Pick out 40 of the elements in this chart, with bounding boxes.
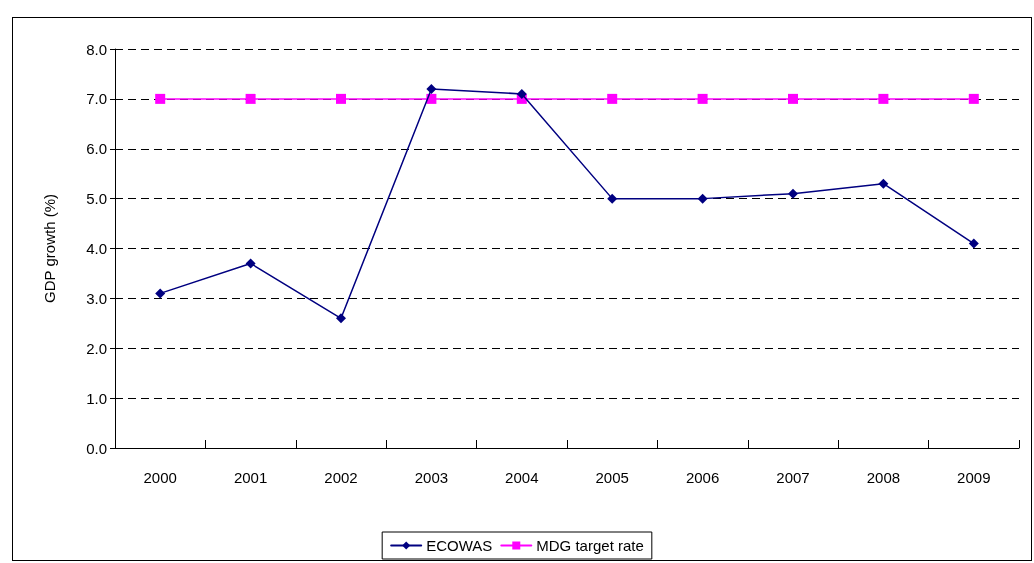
point [607,93,618,104]
y-tick-label: 0.0 [86,439,107,457]
point [697,193,708,204]
point [245,258,256,269]
y-tick-label: 7.0 [86,90,107,108]
x-tick-label: 2004 [505,469,539,486]
y-tick-label: 8.0 [86,40,107,58]
point [788,93,798,104]
x-tick-label: 2000 [143,469,177,486]
point [336,93,346,104]
point [426,83,437,94]
y-tick-label: 1.0 [86,389,107,407]
point [968,238,979,249]
point [516,88,527,99]
point [245,93,256,104]
x-tick-label: 2005 [595,469,629,486]
point [878,93,889,104]
y-tick-label: 3.0 [86,289,107,307]
y-tick-label: 2.0 [86,339,107,357]
y-tick-label: 4.0 [86,240,107,257]
x-tick-label: 2007 [776,469,810,486]
x-tick-label: 2009 [957,469,991,486]
point [697,93,708,104]
x-tick-label: 2002 [324,469,358,486]
y-axis-title: GDP growth (%) [41,194,58,303]
point [607,193,618,204]
point [878,178,889,189]
x-tick-label: 2006 [685,469,720,486]
point [788,188,798,199]
point [336,313,346,324]
point [155,93,166,104]
x-tick-label: 2003 [414,469,449,486]
legend-label: ECOWAS [426,537,493,554]
y-tick-label: 6.0 [86,140,107,158]
point [155,288,166,299]
x-tick-label: 2008 [866,469,901,486]
legend-label: MDG target rate [536,537,644,554]
point [968,93,979,104]
y-tick-label: 5.0 [86,190,107,208]
x-tick-label: 2001 [233,469,268,486]
